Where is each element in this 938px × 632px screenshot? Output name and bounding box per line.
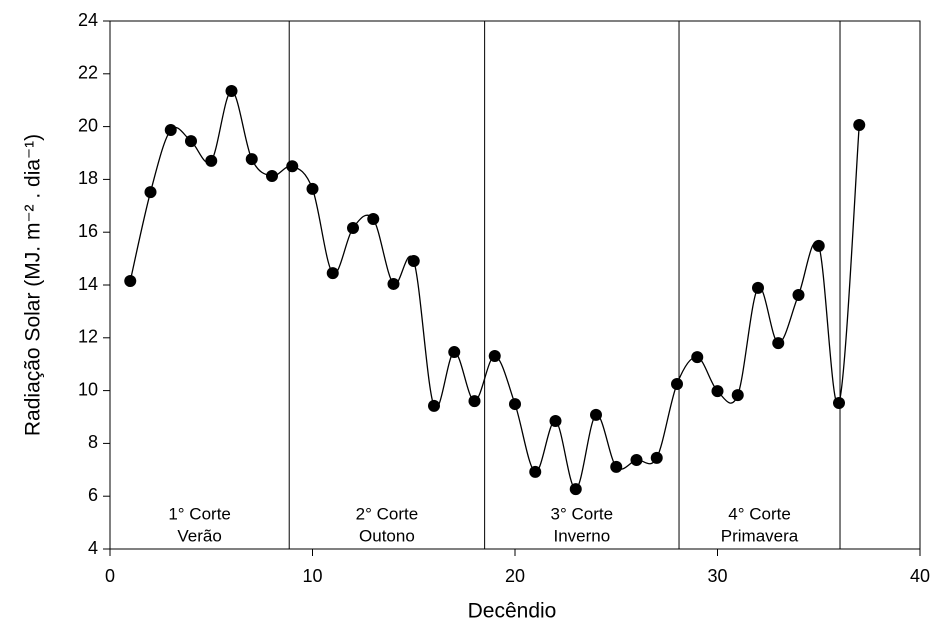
data-point <box>792 289 805 302</box>
data-point <box>144 186 157 199</box>
x-tick-label: 30 <box>707 566 727 586</box>
data-point <box>853 119 866 132</box>
y-tick-label: 22 <box>78 63 98 83</box>
x-axis-title: Decêndio <box>468 600 557 623</box>
y-axis-title: Radiação Solar (MJ. m⁻² . dia⁻¹) <box>22 134 45 436</box>
x-tick-label: 0 <box>105 566 115 586</box>
y-tick-label: 18 <box>78 168 98 188</box>
y-tick-label: 24 <box>78 10 98 30</box>
data-point <box>488 350 501 363</box>
x-tick-label: 40 <box>910 566 930 586</box>
data-point <box>529 465 542 478</box>
y-tick-label: 8 <box>88 432 98 452</box>
x-tick-label: 20 <box>505 566 525 586</box>
data-point <box>205 154 218 167</box>
data-point <box>387 277 400 290</box>
y-tick-label: 12 <box>78 327 98 347</box>
y-tick-label: 6 <box>88 485 98 505</box>
data-point <box>752 281 764 294</box>
region-label: Verão <box>177 526 221 545</box>
data-point <box>711 385 724 398</box>
data-point <box>266 169 278 182</box>
region-label: Outono <box>359 526 415 545</box>
region-label: 3° Corte <box>551 504 614 523</box>
region-label: 4° Corte <box>728 504 791 523</box>
data-point <box>326 267 339 280</box>
data-point <box>691 351 704 364</box>
data-point <box>610 460 623 473</box>
data-point <box>225 84 238 97</box>
data-point <box>185 135 197 148</box>
data-point <box>671 378 683 390</box>
data-point <box>731 389 744 402</box>
y-tick-label: 10 <box>78 379 98 399</box>
region-label: 1° Corte <box>168 504 231 523</box>
data-point <box>650 451 663 464</box>
data-point <box>569 483 582 496</box>
data-point <box>306 182 319 195</box>
data-point <box>367 213 380 225</box>
y-tick-label: 4 <box>88 538 98 558</box>
data-point <box>630 454 643 467</box>
region-label: Primavera <box>721 526 799 545</box>
data-point <box>772 337 785 350</box>
data-point <box>286 160 299 173</box>
data-point <box>509 398 521 411</box>
data-point <box>468 395 481 408</box>
series-line <box>129 90 860 490</box>
data-point <box>448 346 461 359</box>
data-point <box>164 124 177 137</box>
data-point <box>590 408 602 421</box>
y-tick-label: 20 <box>78 115 98 135</box>
data-point <box>428 399 440 412</box>
region-label: Inverno <box>553 526 610 545</box>
data-point <box>833 397 845 410</box>
y-tick-label: 14 <box>78 274 98 294</box>
data-point <box>407 254 420 267</box>
data-point <box>245 153 258 166</box>
plot-frame <box>109 20 921 550</box>
region-label: 2° Corte <box>356 504 419 523</box>
data-point <box>549 414 562 427</box>
y-tick-label: 16 <box>78 221 98 241</box>
data-point <box>124 275 137 288</box>
data-point <box>812 239 825 252</box>
x-tick-label: 10 <box>302 566 322 586</box>
data-point <box>347 221 359 234</box>
